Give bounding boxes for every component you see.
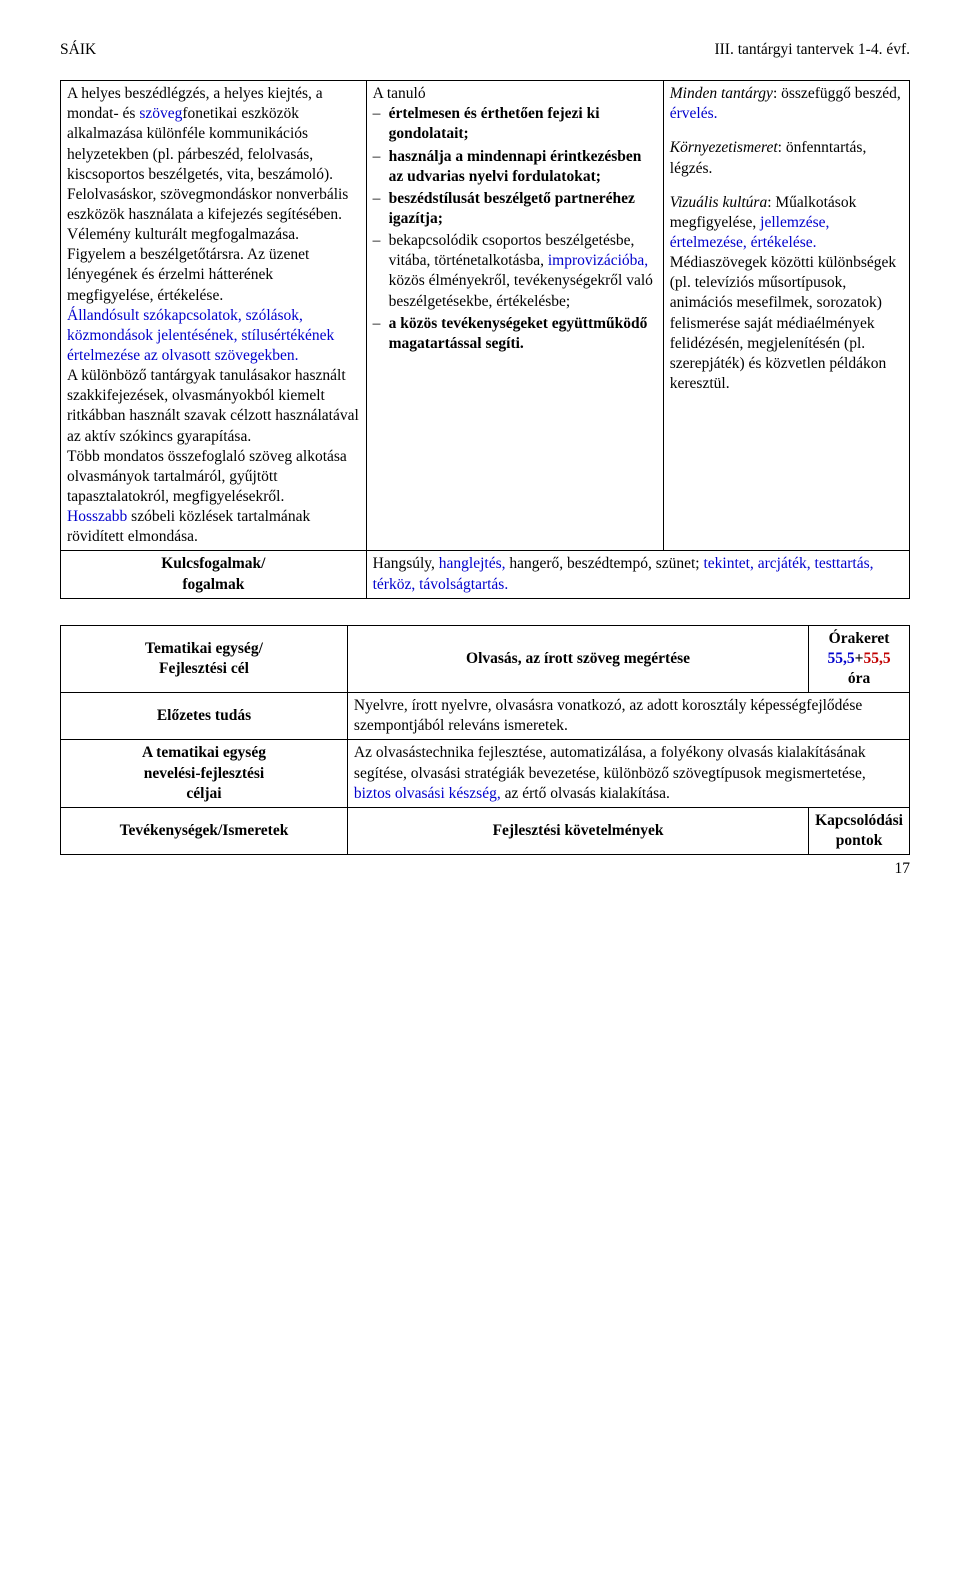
t2-r4-c1: Tevékenységek/Ismeretek [61,807,348,854]
t2-r2-lbl: Előzetes tudás [61,693,348,740]
kulcs-b: hanglejtés, [439,555,506,572]
c2-li4b: improvizációba, [548,252,648,269]
c2-li1: értelmesen és érthetően fejezi ki gondol… [389,104,657,144]
kulcs-label: Kulcsfogalmak/ fogalmak [61,551,367,598]
t2-r4-c2: Fejlesztési követelmények [347,807,808,854]
c3-t1b: : összefüggő beszéd, [773,85,901,102]
t2-r2-txt: Nyelvre, írott nyelvre, olvasásra vonatk… [347,693,909,740]
c2-li3: beszédstílusát beszélgető partneréhez ig… [389,189,657,229]
t2-r3-c: az értő olvasás kialakítása. [501,785,670,802]
t2-hrs-a: 55,5 [828,650,855,667]
c2-li3-txt: beszédstílusát beszélgető partneréhez ig… [389,190,635,227]
main-col1: A helyes beszédlégzés, a helyes kiejtés,… [61,81,367,551]
page-number: 17 [60,859,910,879]
c3-t2a: Környezetismeret [670,139,778,156]
c2-lead: A tanuló [373,85,426,102]
c1-p4: Figyelem a beszélgetőtársra. Az üzenet l… [67,246,309,303]
kulcs-c: hangerő, beszédtempó, szünet; [506,555,704,572]
c3-t3a: Vizuális kultúra [670,194,767,211]
header-right: III. tantárgyi tantervek 1-4. évf. [714,40,910,60]
t2-r3-b: biztos olvasási készség, [354,785,501,802]
c2-list: értelmesen és érthetően fejezi ki gondol… [373,104,657,354]
c1-p3: Vélemény kulturált megfogalmazása. [67,226,299,243]
c2-li5: a közös tevékenységeket együttműködő mag… [389,314,657,354]
t2-hrs-unit: óra [848,670,870,687]
t2-r1-lbl: Tematikai egység/ Fejlesztési cél [61,625,348,692]
t2-hrs-b: 55,5 [863,650,890,667]
c2-li5-txt: a közös tevékenységeket együttműködő mag… [389,315,648,352]
kulcs-a: Hangsúly, [373,555,439,572]
header-left: SÁIK [60,40,96,60]
c1-p6: A különböző tantárgyak tanulásakor haszn… [67,367,359,444]
c3-t3d: Médiaszövegek közötti különbségek (pl. t… [670,254,896,392]
c2-li4c: közös élményekről, tevékenységekről való… [389,272,653,309]
c2-li2: használja a mindennapi érintkezésben az … [389,147,657,187]
kulcs-content: Hangsúly, hanglejtés, hangerő, beszédtem… [366,551,909,598]
c2-li2-txt: használja a mindennapi érintkezésben az … [389,148,642,185]
t2-r3-a: Az olvasástechnika fejlesztése, automati… [354,744,866,781]
c2-li4: bekapcsolódik csoportos beszélgetésbe, v… [389,231,657,312]
t2-r3-lbl: A tematikai egység nevelési-fejlesztési … [61,740,348,807]
c1-p1-blue: szöveg [139,105,182,122]
main-table: A helyes beszédlégzés, a helyes kiejtés,… [60,80,910,599]
c1-p5: Állandósult szókapcsolatok, szólások, kö… [67,307,334,364]
t2-r4-c3: Kapcsolódási pontok [809,807,910,854]
c3-t1c: érvelés. [670,105,718,122]
t2-r3-txt: Az olvasástechnika fejlesztése, automati… [347,740,909,807]
t2-r1-right: Órakeret 55,5+55,5 óra [809,625,910,692]
main-col3: Minden tantárgy: összefüggő beszéd, érve… [663,81,909,551]
t2-orakeret: Órakeret [829,630,890,647]
t2-r1-mid: Olvasás, az írott szöveg megértése [347,625,808,692]
c1-p8a: Hosszabb [67,508,127,525]
c1-p7: Több mondatos összefoglaló szöveg alkotá… [67,448,347,505]
c2-li1-txt: értelmesen és érthetően fejezi ki gondol… [389,105,600,142]
c3-t1a: Minden tantárgy [670,85,773,102]
main-col2: A tanuló értelmesen és érthetően fejezi … [366,81,663,551]
c1-p2: Felolvasáskor, szövegmondáskor nonverbál… [67,186,348,223]
secondary-table: Tematikai egység/ Fejlesztési cél Olvasá… [60,625,910,855]
